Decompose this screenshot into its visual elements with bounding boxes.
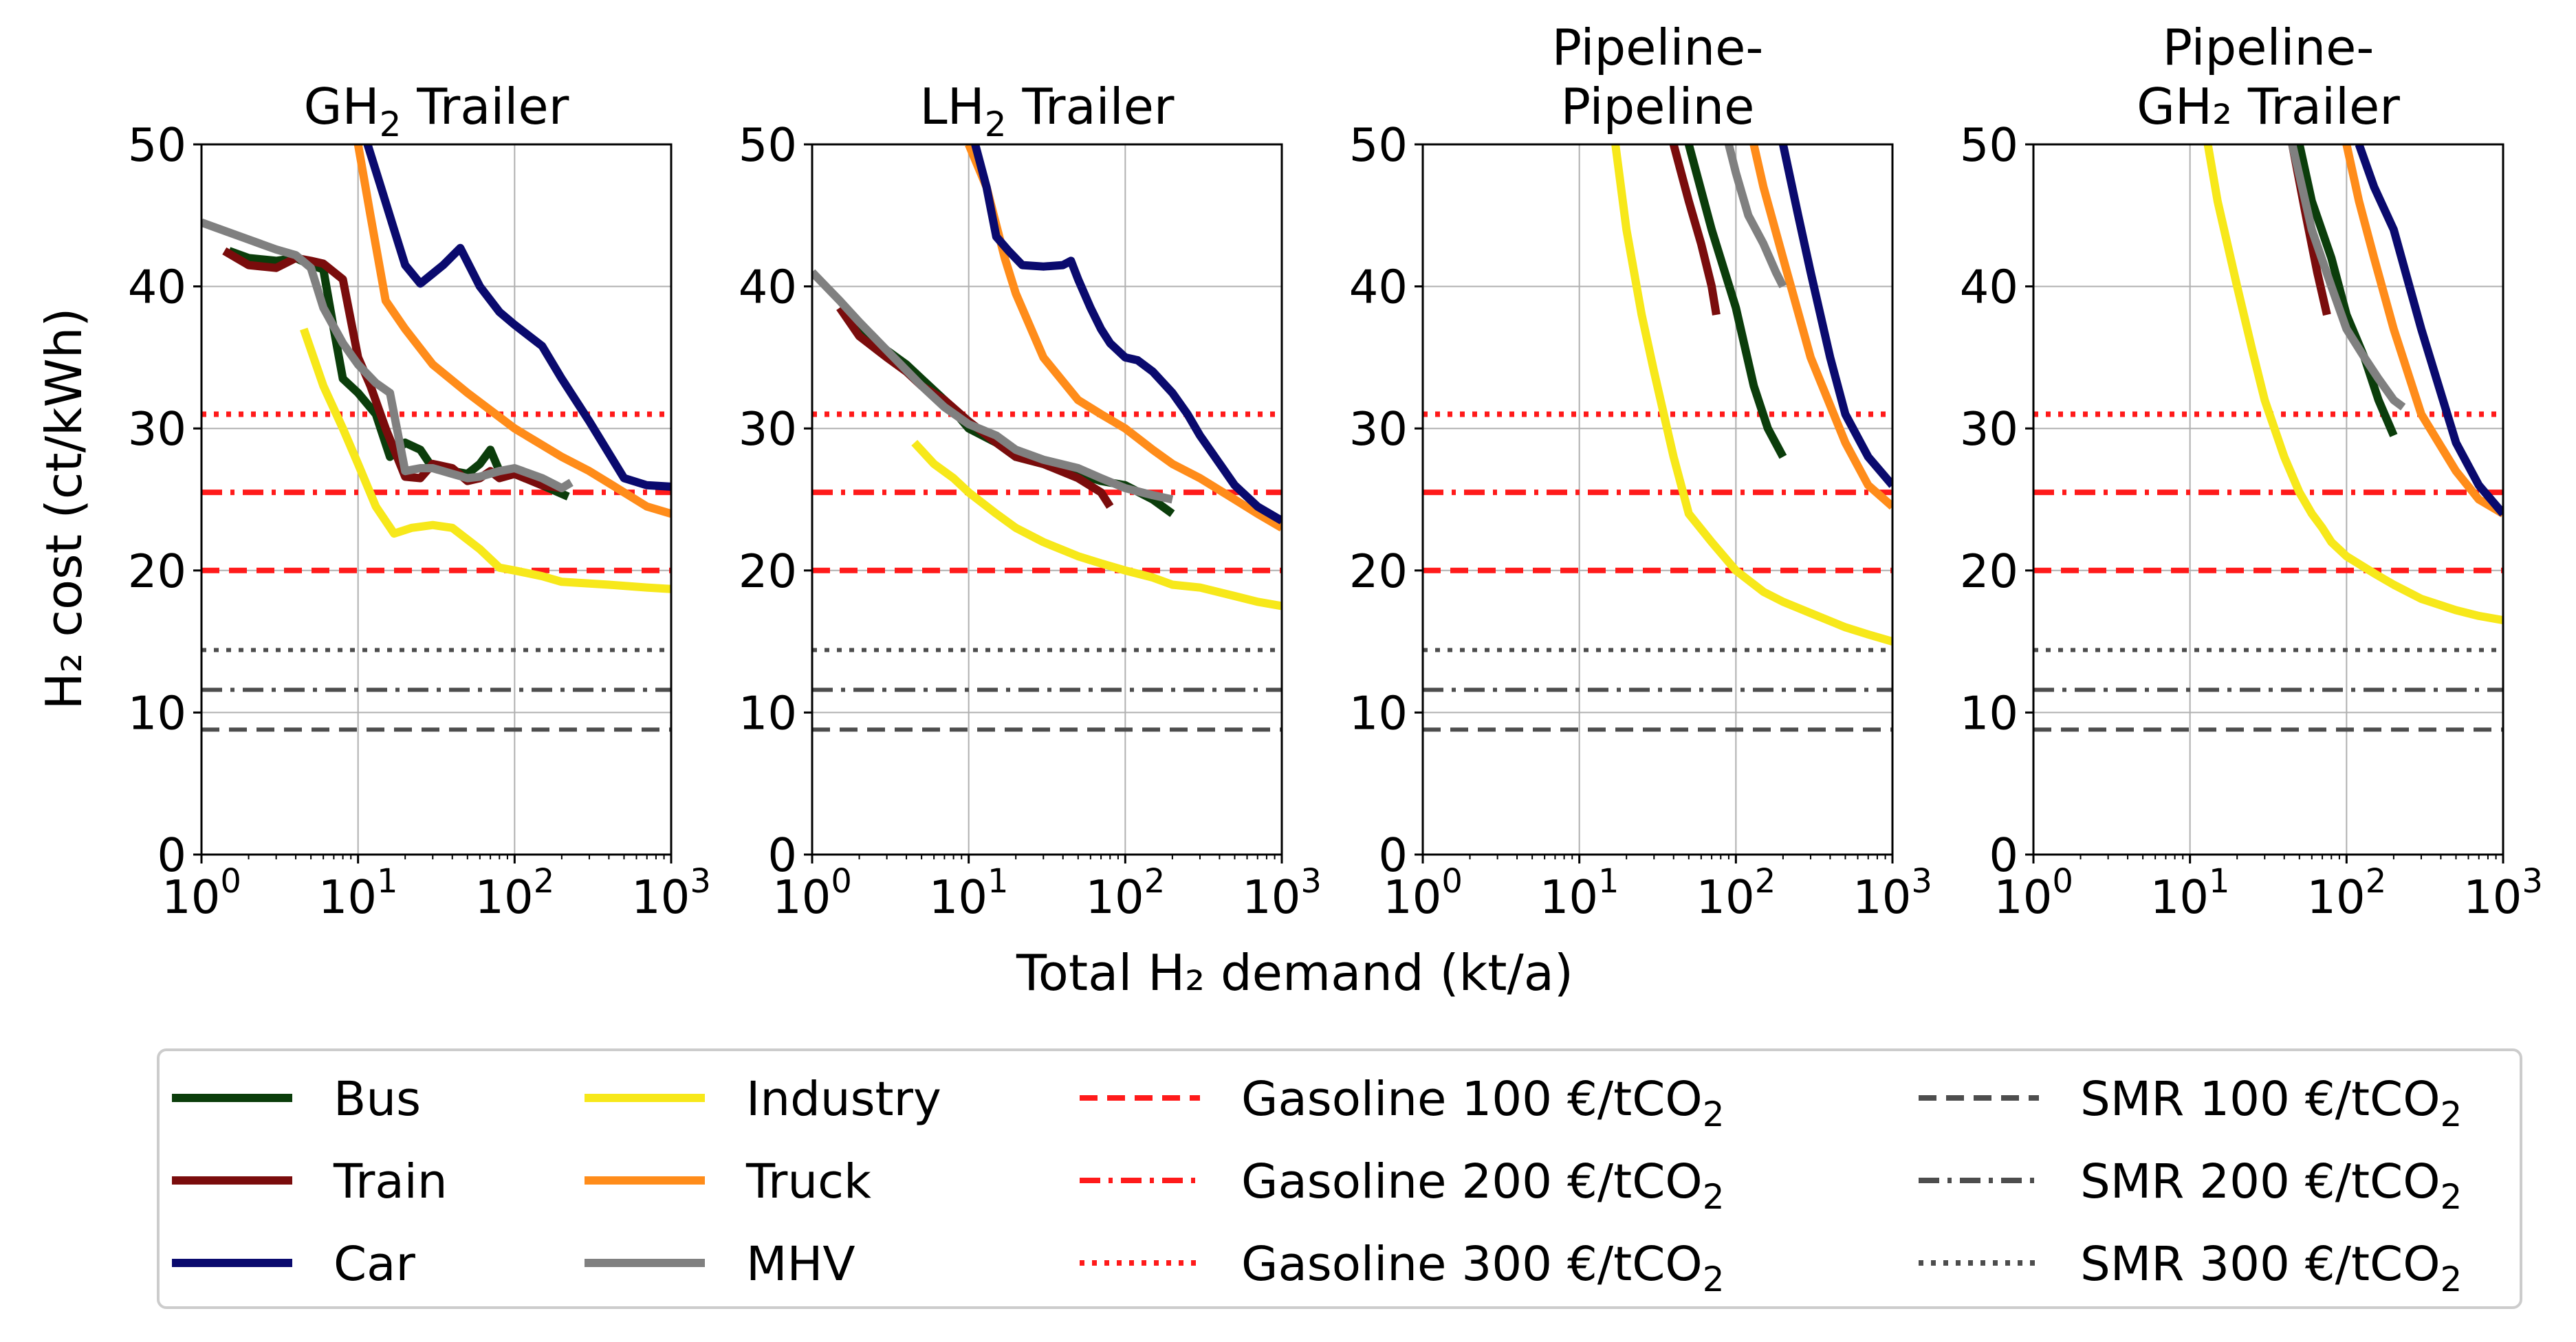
y-tick-label: 40 [739, 261, 797, 314]
x-tick-label: 103 [1853, 862, 1932, 924]
series-car-line [1779, 144, 1892, 488]
x-axis-label: Total H₂ demand (kt/a) [1016, 944, 1573, 1002]
legend-label: Car [334, 1237, 415, 1292]
y-tick-label: 50 [128, 118, 186, 172]
panel-title-line2: Pipeline [1561, 78, 1755, 135]
legend-items: Bus Train Car Industry Truck MHV Gasoline 100 … [172, 1072, 2462, 1299]
series-bus-line [1685, 144, 1787, 459]
y-tick-label: 0 [157, 828, 186, 882]
series-group [201, 144, 671, 593]
y-tick-label: 10 [1349, 686, 1408, 740]
y-axis-label-group: H₂ cost (ct/kWh) [35, 308, 93, 710]
series-industry-line [911, 439, 1282, 610]
reference-lines [1423, 411, 1892, 732]
series-truck-line [965, 144, 1282, 531]
series-car-line [2355, 144, 2503, 517]
series-group [1611, 144, 1892, 646]
series-industry-line [1611, 144, 1892, 646]
y-tick-label: 40 [1960, 261, 2018, 314]
plot-frame [811, 143, 1283, 856]
legend-label: Bus [334, 1072, 421, 1127]
plot-frame [2032, 143, 2504, 856]
y-tick-label: 20 [1960, 544, 2018, 598]
y-tick-label: 50 [1960, 118, 2018, 172]
y-tick-label: 30 [1349, 402, 1408, 456]
series-mhv-line [201, 218, 574, 492]
y-tick-label: 10 [128, 686, 186, 740]
y-axis-label: H₂ cost (ct/kWh) [35, 308, 93, 710]
series-bus-line [2295, 144, 2398, 437]
plot-frame [200, 143, 673, 856]
legend-label: MHV [746, 1237, 855, 1292]
y-tick-label: 0 [1378, 828, 1408, 882]
series-industry-line [300, 327, 671, 593]
reference-lines [2033, 411, 2503, 732]
y-tick-label: 20 [128, 544, 186, 598]
panel-title-line1: Pipeline- [2163, 19, 2375, 76]
y-tick-label: 50 [739, 118, 797, 172]
y-tick-label: 0 [767, 828, 797, 882]
series-truck-line [353, 144, 671, 518]
y-tick-label: 30 [128, 402, 186, 456]
series-group [2203, 144, 2503, 625]
series-industry-line [2203, 144, 2503, 625]
reference-lines [201, 411, 671, 732]
legend-label: SMR 300 €/tCO2 [2080, 1237, 2462, 1299]
panel-title: LH2 Trailer [920, 78, 1175, 144]
series-mhv-line [1725, 144, 1787, 289]
legend-label: Truck [745, 1154, 871, 1209]
legend-label: Industry [746, 1072, 941, 1127]
series-car-line [971, 144, 1282, 525]
series-mhv-line [2288, 144, 2406, 411]
legend-label: Train [333, 1154, 448, 1209]
x-tick-label: 100 [772, 862, 852, 924]
series-group [812, 144, 1282, 610]
y-tick-label: 30 [739, 402, 797, 456]
series-truck-line [2342, 144, 2503, 518]
panel-title: GH2 Trailer [304, 78, 569, 144]
y-tick-label: 50 [1349, 118, 1408, 172]
legend-label: Gasoline 100 €/tCO2 [1241, 1072, 1725, 1134]
y-tick-label: 40 [1349, 261, 1408, 314]
panel-title-line2: GH₂ Trailer [2137, 78, 2400, 135]
series-mhv-line [812, 269, 1174, 504]
x-tick-label: 102 [1696, 862, 1776, 924]
reference-lines [812, 411, 1282, 732]
y-tick-label: 10 [1960, 686, 2018, 740]
legend-label: Gasoline 200 €/tCO2 [1241, 1154, 1725, 1217]
panel-title-line1: Pipeline- [1552, 19, 1764, 76]
y-tick-label: 0 [1989, 828, 2018, 882]
grid [812, 144, 1282, 855]
series-car-line [363, 144, 671, 491]
y-tick-label: 40 [128, 261, 186, 314]
x-tick-label: 103 [1242, 862, 1322, 924]
y-tick-label: 10 [739, 686, 797, 740]
legend-label: SMR 200 €/tCO2 [2080, 1154, 2462, 1217]
y-tick-label: 20 [1349, 544, 1408, 598]
legend-label: Gasoline 300 €/tCO2 [1241, 1237, 1725, 1299]
x-tick-label: 100 [1994, 862, 2073, 924]
series-truck-line [1749, 144, 1892, 510]
y-tick-label: 30 [1960, 402, 2018, 456]
y-tick-label: 20 [739, 544, 797, 598]
legend-frame [157, 1048, 2522, 1309]
legend-label: SMR 100 €/tCO2 [2080, 1072, 2462, 1134]
legend: Bus Train Car Industry Truck MHV Gasoline 100 … [157, 1048, 2522, 1309]
series-train-line [1669, 144, 1721, 316]
plot-frame [1421, 143, 1894, 856]
